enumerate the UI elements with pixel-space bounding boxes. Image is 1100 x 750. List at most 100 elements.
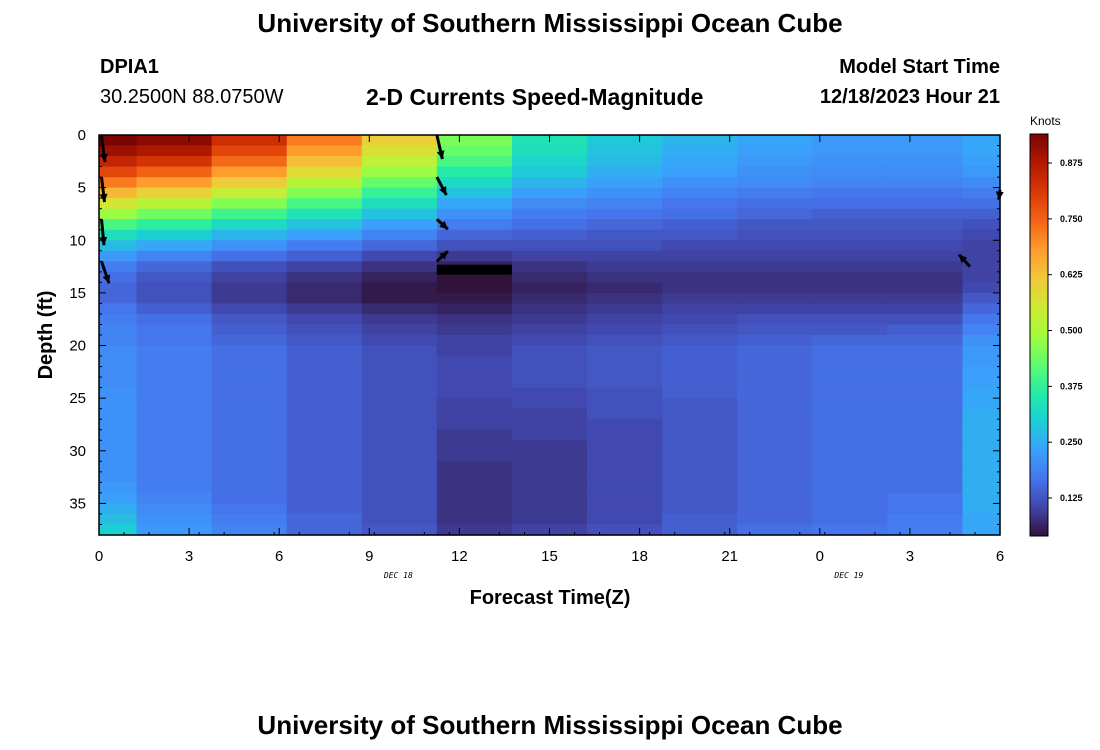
station-id: DPIA1 [100, 56, 159, 78]
heatmap-cell [511, 229, 588, 241]
y-axis-title: Depth (ft) [35, 291, 57, 380]
heatmap-cell [436, 219, 513, 231]
heatmap-cell [737, 292, 813, 305]
heatmap-cell [887, 250, 964, 262]
heatmap-cell [361, 440, 438, 452]
heatmap-cell [136, 503, 213, 515]
heatmap-cell [812, 240, 888, 252]
heatmap-cell [812, 398, 888, 410]
heatmap-cell [737, 177, 813, 189]
heatmap-cell [211, 187, 288, 199]
heatmap-cell [99, 271, 138, 283]
heatmap-cell [662, 419, 738, 431]
heatmap-cell [887, 219, 964, 231]
y-tick-label: 0 [78, 127, 86, 144]
heatmap-cell [662, 198, 738, 210]
heatmap-cell [211, 398, 288, 410]
heatmap-cell [436, 145, 513, 157]
heatmap-cell [211, 145, 288, 157]
heatmap-cell [436, 482, 513, 494]
heatmap-cell [211, 313, 288, 326]
heatmap-cell [99, 145, 138, 157]
heatmap-cell [511, 513, 588, 526]
heatmap-cell [812, 345, 888, 357]
heatmap-cell [812, 282, 888, 294]
heatmap-cell [812, 145, 888, 157]
heatmap-cell [361, 271, 438, 283]
heatmap-cell [511, 356, 588, 368]
heatmap-cell [361, 503, 438, 515]
station-coordinates: 30.2500N 88.0750W [100, 86, 284, 108]
heatmap-cell [962, 177, 1001, 189]
heatmap-cell [436, 503, 513, 515]
heatmap-cell [136, 366, 213, 378]
heatmap-cell [587, 471, 663, 483]
heatmap-cell [99, 366, 138, 378]
current-vector [99, 219, 108, 246]
current-vector [435, 176, 448, 196]
heatmap-cell [812, 229, 888, 241]
heatmap-cell [361, 492, 438, 505]
heatmap-cell [962, 345, 1001, 357]
heatmap-cell [211, 503, 288, 515]
heatmap-cell [286, 461, 363, 473]
heatmap-cell [737, 398, 813, 410]
heatmap-cell [962, 324, 1001, 336]
heatmap-cell [587, 440, 663, 452]
heatmap-cell [436, 450, 513, 462]
heatmap-cell [211, 419, 288, 431]
heatmap-cell [361, 145, 438, 157]
heatmap-cell [361, 292, 438, 305]
heatmap-cell [361, 471, 438, 483]
heatmap-cell [587, 377, 663, 389]
heatmap-cell [587, 492, 663, 505]
heatmap-cell [136, 166, 213, 178]
heatmap-cell [136, 292, 213, 305]
heatmap-cell [887, 503, 964, 515]
heatmap-cell [511, 177, 588, 189]
heatmap-cell [887, 335, 964, 347]
heatmap-cell [962, 229, 1001, 241]
heatmap-cell [812, 524, 888, 536]
x-tick-label: 9 [365, 548, 373, 565]
heatmap-cell [436, 282, 513, 294]
heatmap-cell [99, 198, 138, 210]
x-tick-label: 6 [275, 548, 283, 565]
heatmap-cell [361, 229, 438, 241]
heatmap-cell [99, 324, 138, 336]
heatmap-cell [662, 482, 738, 494]
heatmap-cell [511, 208, 588, 220]
heatmap-cell [962, 503, 1001, 515]
heatmap-cell [737, 313, 813, 326]
heatmap-cell [887, 398, 964, 410]
heatmap-cell [361, 450, 438, 462]
heatmap-cell [436, 198, 513, 210]
heatmap-cell [211, 356, 288, 368]
heatmap-cell [99, 166, 138, 178]
x-tick-label: 0 [95, 548, 103, 565]
heatmap-cell [361, 524, 438, 536]
heatmap-cell [887, 461, 964, 473]
heatmap-cell [99, 408, 138, 420]
y-tick-label: 25 [69, 390, 86, 407]
heatmap-cell [361, 250, 438, 262]
heatmap-cell [737, 492, 813, 505]
heatmap-cell [962, 440, 1001, 452]
heatmap-cell [662, 271, 738, 283]
heatmap-cell [662, 387, 738, 399]
heatmap-cell [812, 271, 888, 283]
y-tick-label: 20 [69, 338, 86, 355]
heatmap-cell [662, 145, 738, 157]
heatmap-cell [962, 408, 1001, 420]
heatmap-cell [812, 198, 888, 210]
heatmap-cell [286, 282, 363, 294]
heatmap-cell [812, 429, 888, 441]
heatmap-cell [436, 356, 513, 368]
heatmap-cell [962, 450, 1001, 462]
heatmap-cell [136, 261, 213, 273]
heatmap-cell [136, 219, 213, 231]
heatmap-cell [812, 208, 888, 220]
heatmap-cell [99, 177, 138, 189]
heatmap-cell [511, 366, 588, 378]
x-tick-label: 3 [906, 548, 914, 565]
